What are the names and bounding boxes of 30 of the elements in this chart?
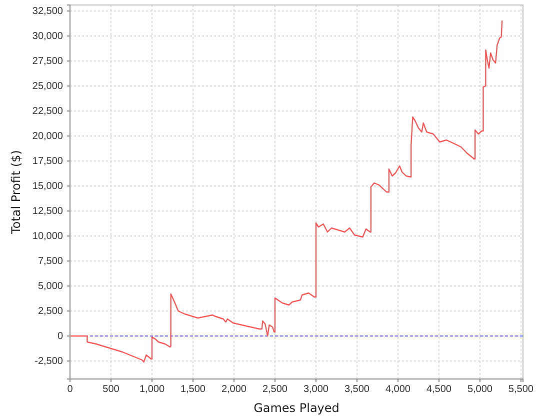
y-tick-label: 25,000 [32, 81, 64, 92]
y-tick-label: 15,000 [32, 181, 64, 192]
y-tick-label: -2,500 [34, 356, 64, 368]
x-tick-label: 500 [102, 384, 120, 396]
y-tick-label: 20,000 [32, 131, 64, 142]
x-tick-label: 3,500 [344, 384, 370, 396]
y-tick-label: 0 [57, 331, 64, 342]
y-tick-label: 5,000 [38, 281, 64, 292]
y-tick-label: 2,500 [38, 306, 64, 318]
y-tick-label: 27,500 [32, 56, 64, 68]
line-series [69, 20, 503, 363]
y-tick-label: 7,500 [38, 256, 64, 268]
x-axis-title: Games Played [254, 401, 340, 415]
y-tick-label: 22,500 [32, 106, 64, 118]
y-tick-label: 10,000 [32, 231, 64, 242]
y-tick-label: 12,500 [32, 206, 64, 218]
x-tick-label: 4,500 [426, 384, 452, 396]
x-tick-label: 2,000 [221, 384, 247, 396]
y-tick-label: 17,500 [32, 156, 64, 168]
x-tick-label: 0 [67, 384, 74, 396]
x-tick-label: 5,000 [467, 384, 493, 396]
x-tick-label: 1,000 [139, 384, 165, 396]
x-tick-label: 4,000 [385, 384, 411, 396]
x-tick-label: 2,500 [262, 384, 288, 396]
x-tick-label: 1,500 [180, 384, 206, 396]
y-tick-label: 30,000 [32, 31, 64, 42]
x-tick-label: 3,000 [303, 384, 329, 396]
y-axis-title: Total Profit ($) [9, 150, 23, 235]
y-tick-label: 32,500 [32, 6, 64, 18]
x-tick-label: 5,500 [508, 384, 534, 396]
